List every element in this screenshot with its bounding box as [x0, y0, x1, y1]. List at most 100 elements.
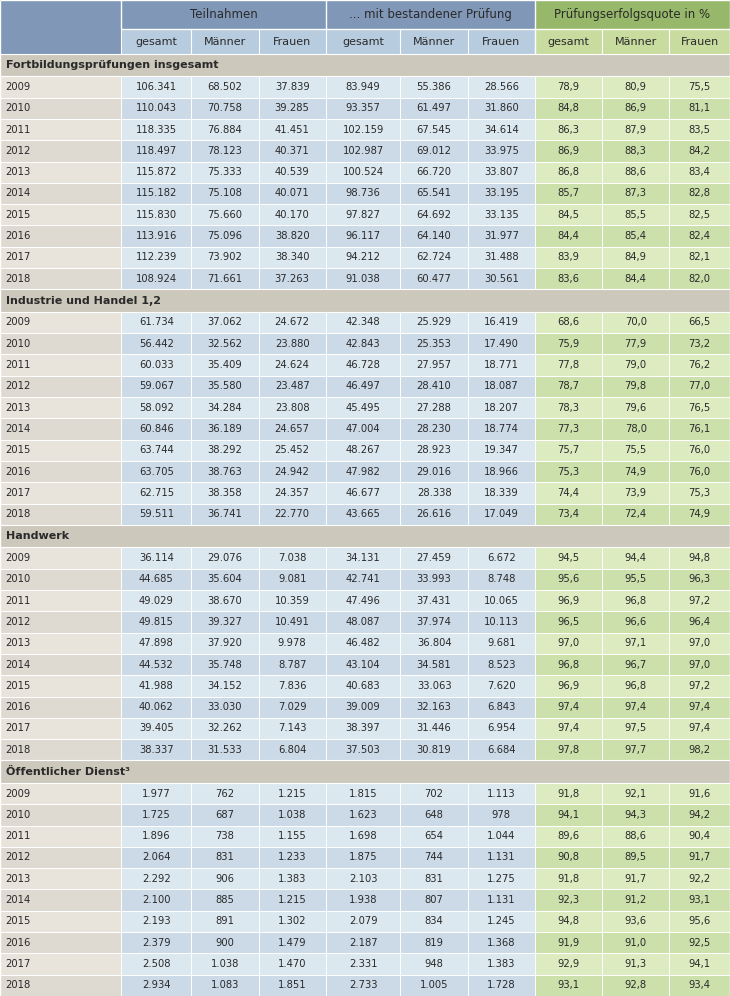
Bar	[258, 975, 326, 996]
Text: 75.660: 75.660	[207, 210, 242, 220]
Bar	[326, 397, 401, 418]
Bar	[468, 569, 535, 590]
Bar	[121, 375, 191, 397]
Text: 831: 831	[215, 853, 234, 863]
Text: 35.409: 35.409	[207, 361, 242, 371]
Bar	[401, 312, 468, 333]
Bar	[401, 333, 468, 355]
Text: 33.993: 33.993	[417, 575, 451, 585]
Bar	[121, 397, 191, 418]
Text: 58.092: 58.092	[139, 402, 174, 412]
Text: 118.335: 118.335	[136, 124, 177, 134]
Bar	[191, 268, 258, 290]
Bar	[669, 77, 730, 98]
Bar	[401, 98, 468, 119]
Text: 59.511: 59.511	[139, 509, 174, 519]
Text: 48.267: 48.267	[346, 445, 380, 455]
Bar	[121, 439, 191, 461]
Bar	[191, 504, 258, 525]
Text: 37.974: 37.974	[417, 617, 452, 626]
Bar	[191, 140, 258, 161]
Text: 94,2: 94,2	[688, 810, 711, 820]
Bar	[258, 612, 326, 632]
Text: 1.038: 1.038	[211, 959, 239, 969]
Bar	[191, 333, 258, 355]
Bar	[0, 932, 121, 953]
Text: 75,3: 75,3	[558, 467, 580, 477]
Bar	[258, 268, 326, 290]
Text: 39.285: 39.285	[274, 104, 310, 114]
Bar	[535, 461, 602, 482]
Bar	[191, 461, 258, 482]
Bar	[669, 739, 730, 761]
Bar	[535, 418, 602, 439]
Bar	[0, 312, 121, 333]
Bar	[535, 654, 602, 675]
Bar	[468, 783, 535, 804]
Bar	[602, 29, 669, 54]
Text: 44.685: 44.685	[139, 575, 174, 585]
Bar	[535, 783, 602, 804]
Bar	[535, 98, 602, 119]
Text: 95,6: 95,6	[558, 575, 580, 585]
Text: 75,5: 75,5	[625, 445, 647, 455]
Bar	[191, 548, 258, 569]
Text: 84,2: 84,2	[688, 145, 711, 155]
Bar	[0, 569, 121, 590]
Text: 37.431: 37.431	[417, 596, 451, 606]
Bar	[468, 77, 535, 98]
Text: 96,5: 96,5	[558, 617, 580, 626]
Bar	[326, 183, 401, 204]
Bar	[0, 247, 121, 268]
Bar	[468, 482, 535, 504]
Bar	[191, 204, 258, 225]
Text: 2.379: 2.379	[142, 937, 171, 948]
Text: 91,7: 91,7	[625, 873, 647, 883]
Bar	[258, 333, 326, 355]
Bar	[468, 910, 535, 932]
Bar	[468, 268, 535, 290]
Text: 75,9: 75,9	[558, 339, 580, 349]
Bar	[401, 397, 468, 418]
Bar	[401, 739, 468, 761]
Text: 38.337: 38.337	[139, 745, 174, 755]
Text: 2.193: 2.193	[142, 916, 171, 926]
Bar	[0, 525, 730, 548]
Text: 10.065: 10.065	[484, 596, 519, 606]
Text: 738: 738	[215, 832, 234, 842]
Bar	[602, 98, 669, 119]
Bar	[121, 312, 191, 333]
Text: 2011: 2011	[5, 124, 31, 134]
Bar	[326, 225, 401, 247]
Bar	[401, 225, 468, 247]
Bar	[326, 975, 401, 996]
Text: 48.087: 48.087	[346, 617, 380, 626]
Text: gesamt: gesamt	[342, 37, 384, 47]
Text: 97,4: 97,4	[558, 702, 580, 712]
Text: 97,1: 97,1	[625, 638, 647, 648]
Bar	[669, 161, 730, 183]
Text: 18.966: 18.966	[484, 467, 519, 477]
Bar	[602, 439, 669, 461]
Bar	[468, 204, 535, 225]
Bar	[0, 355, 121, 375]
Bar	[121, 548, 191, 569]
Bar	[468, 161, 535, 183]
Text: 807: 807	[425, 895, 444, 905]
Bar	[602, 119, 669, 140]
Text: 74,9: 74,9	[625, 467, 647, 477]
Bar	[468, 612, 535, 632]
Text: 79,6: 79,6	[625, 402, 647, 412]
Text: 2013: 2013	[5, 873, 30, 883]
Bar	[535, 77, 602, 98]
Bar	[401, 140, 468, 161]
Bar	[468, 847, 535, 869]
Text: 2.733: 2.733	[349, 980, 377, 990]
Text: 2016: 2016	[5, 467, 31, 477]
Bar	[121, 204, 191, 225]
Bar	[326, 569, 401, 590]
Bar	[401, 718, 468, 739]
Text: 8.748: 8.748	[487, 575, 515, 585]
Text: 77,8: 77,8	[558, 361, 580, 371]
Bar	[602, 225, 669, 247]
